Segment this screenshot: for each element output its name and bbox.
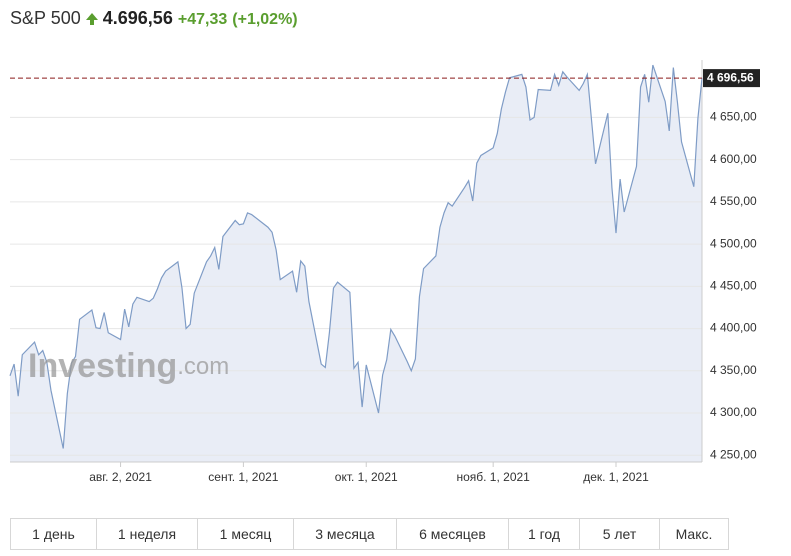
x-tick-label: авг. 2, 2021 (89, 470, 152, 484)
reference-label: 4 696,56 (707, 70, 754, 84)
up-arrow (85, 13, 98, 25)
y-tick-label: 4 400,00 (710, 321, 757, 335)
watermark-suffix: .com (177, 353, 229, 380)
period-button[interactable]: 1 день (11, 519, 97, 549)
chart: 4 250,00 4 300,00 4 350,00 4 400,00 4 450,00… (9, 60, 760, 484)
x-tick-label: окт. 1, 2021 (335, 470, 398, 484)
period-button[interactable]: 1 год (509, 519, 580, 549)
x-tick-label: дек. 1, 2021 (583, 470, 649, 484)
y-tick-label: 4 600,00 (710, 152, 757, 166)
change-pct: (+1,02%) (232, 11, 298, 28)
price: 4.696,56 (102, 8, 173, 28)
title: S&P 500 (10, 8, 81, 28)
watermark: Investing.com (28, 347, 229, 385)
y-tick-label: 4 350,00 (710, 363, 757, 377)
y-tick-label: 4 300,00 (710, 405, 757, 419)
period-button[interactable]: 6 месяцев (397, 519, 509, 549)
y-tick-label: 4 250,00 (710, 447, 757, 461)
area (10, 65, 702, 462)
change: +47,33 (177, 11, 228, 28)
period-button[interactable]: 1 месяц (198, 519, 294, 549)
header: S&P 500 4.696,56 +47,33 (+1,02%) (10, 8, 298, 29)
y-tick-label: 4 500,00 (710, 236, 757, 250)
x-tick-label: нояб. 1, 2021 (456, 470, 530, 484)
period-button[interactable]: 3 месяца (294, 519, 397, 549)
period-button[interactable]: 5 лет (580, 519, 660, 549)
y-tick-label: 4 550,00 (710, 194, 757, 208)
reference-label-box (703, 69, 760, 88)
y-tick-label: 4 650,00 (710, 110, 757, 124)
period-button[interactable]: 1 неделя (97, 519, 198, 549)
period-selector: 1 день 1 неделя 1 месяц 3 месяца 6 месяцев 1 … (10, 518, 729, 550)
period-button[interactable]: Макс. (675, 526, 713, 542)
line (9, 64, 703, 449)
y-tick-label: 4 450,00 (710, 279, 757, 293)
x-tick-label: сент. 1, 2021 (208, 470, 278, 484)
watermark-brand: Investing (28, 347, 177, 385)
